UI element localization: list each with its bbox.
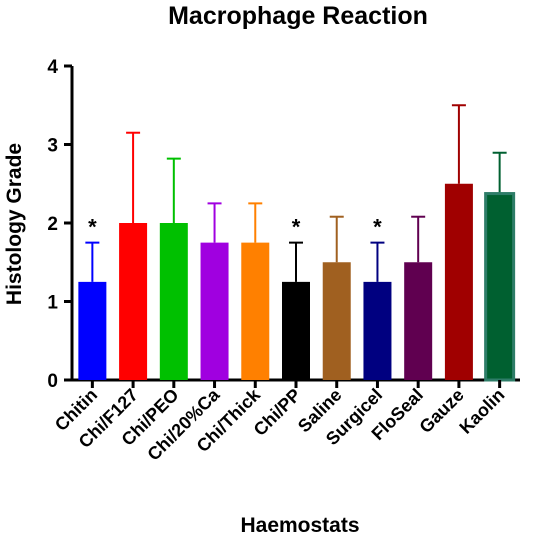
y-axis-title: Histology Grade (3, 143, 26, 305)
bar (159, 223, 188, 380)
y-tick-label: 1 (47, 293, 58, 314)
bar (363, 281, 392, 380)
y-tick-label: 2 (47, 214, 58, 235)
significance-marker: * (373, 215, 382, 240)
bar (282, 281, 310, 380)
x-axis-title: Haemostats (240, 514, 359, 537)
x-tick-label: Kaolin (455, 385, 508, 438)
bar (78, 281, 107, 380)
bar (119, 223, 148, 380)
bar (404, 262, 433, 380)
y-tick-label: 3 (47, 136, 58, 157)
y-tick-label: 4 (47, 57, 58, 78)
plot-area: 01234Chitin*Chi/F127Chi/PEOChi/20%CaChi/… (47, 57, 520, 465)
significance-marker: * (292, 215, 301, 240)
bar (200, 242, 229, 380)
significance-marker: * (88, 215, 97, 240)
bar (241, 242, 270, 380)
chart-title: Macrophage Reaction (168, 2, 428, 30)
bar (444, 183, 473, 380)
bar (322, 262, 351, 380)
y-tick-label: 0 (47, 371, 58, 392)
bar (484, 192, 516, 382)
